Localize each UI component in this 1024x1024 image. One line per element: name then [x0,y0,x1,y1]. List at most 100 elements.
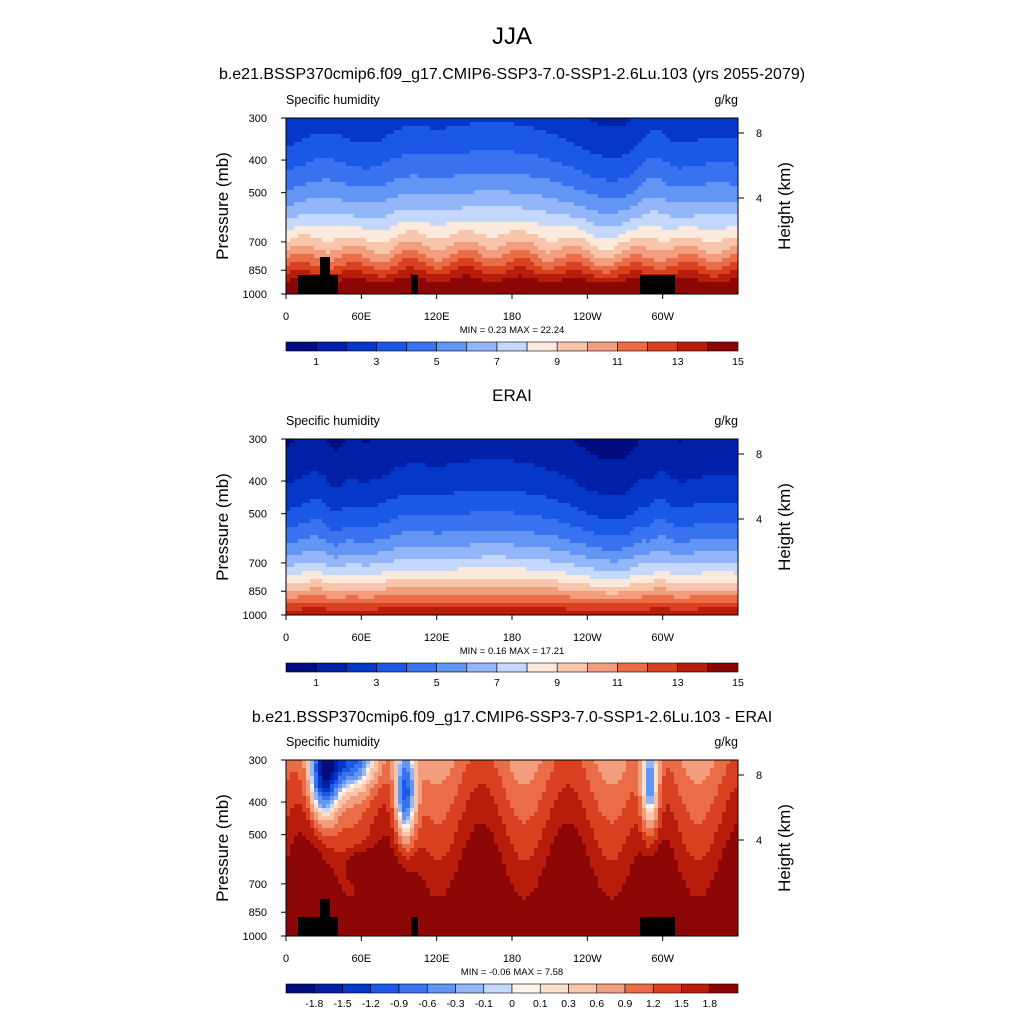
contour-cell [434,258,439,263]
contour-cell [510,146,515,151]
contour-cell [698,250,703,255]
contour-cell [434,130,439,135]
contour-cell [690,122,695,127]
contour-cell [702,194,707,199]
contour-cell [650,226,655,231]
contour-cell [418,198,423,203]
contour-cell [726,282,731,287]
contour-cell [658,142,663,147]
contour-cell [646,126,651,131]
contour-cell [718,130,723,135]
contour-cell [578,146,583,151]
contour-cell [558,158,563,163]
contour-cell [638,122,643,127]
contour-cell [626,250,631,255]
contour-cell [438,202,443,207]
contour-cell [422,138,427,143]
contour-cell [386,254,391,259]
contour-cell [682,262,687,267]
contour-cell [330,162,335,167]
contour-cell [334,178,339,183]
contour-cell [342,242,347,247]
contour-cell [358,234,363,239]
contour-cell [402,214,407,219]
contour-cell [538,274,543,279]
contour-cell [682,190,687,195]
contour-cell [470,174,475,179]
contour-cell [442,122,447,127]
contour-cell [446,126,451,131]
contour-cell [598,130,603,135]
contour-cell [666,262,671,267]
contour-cell [534,250,539,255]
contour-cell [426,286,431,291]
contour-cell [694,182,699,187]
contour-cell [486,198,491,203]
contour-cell [678,270,683,275]
contour-cell [670,138,675,143]
contour-cell [562,274,567,279]
contour-cell [438,138,443,143]
contour-cell [478,138,483,143]
contour-cell [486,130,491,135]
contour-cell [382,218,387,223]
contour-cell [430,278,435,283]
contour-cell [494,146,499,151]
contour-cell [314,234,319,239]
contour-cell [550,170,555,175]
contour-cell [350,162,355,167]
contour-cell [646,218,651,223]
contour-cell [702,178,707,183]
contour-cell [422,254,427,259]
contour-cell [314,262,319,267]
contour-cell [550,286,555,291]
contour-cell [682,202,687,207]
contour-cell [454,142,459,147]
contour-cell [382,118,387,123]
contour-cell [474,118,479,123]
contour-cell [470,254,475,259]
contour-cell [390,270,395,275]
contour-cell [570,170,575,175]
contour-cell [462,186,467,191]
contour-cell [322,234,327,239]
contour-cell [462,258,467,263]
contour-cell [722,118,727,123]
contour-cell [498,174,503,179]
contour-cell [722,242,727,247]
contour-cell [514,142,519,147]
contour-cell [450,158,455,163]
contour-cell [734,286,739,291]
contour-cell [526,178,531,183]
contour-cell [598,146,603,151]
contour-cell [462,230,467,235]
contour-cell [430,214,435,219]
contour-cell [526,246,531,251]
contour-cell [346,186,351,191]
contour-cell [454,178,459,183]
contour-cell [438,134,443,139]
contour-cell [430,218,435,223]
contour-cell [430,126,435,131]
contour-cell [574,174,579,179]
contour-cell [302,194,307,199]
contour-cell [526,194,531,199]
contour-cell [586,146,591,151]
contour-cell [730,190,735,195]
contour-cell [662,210,667,215]
contour-cell [286,150,291,155]
contour-cell [378,242,383,247]
contour-cell [290,202,295,207]
contour-cell [454,162,459,167]
y-tick-label: 1000 [243,289,267,301]
contour-cell [590,250,595,255]
contour-cell [586,170,591,175]
contour-cell [298,198,303,203]
contour-cell [718,126,723,131]
contour-cell [566,262,571,267]
contour-cell [642,222,647,227]
contour-cell [354,230,359,235]
contour-cell [606,150,611,155]
contour-cell [374,282,379,287]
contour-cell [298,154,303,159]
